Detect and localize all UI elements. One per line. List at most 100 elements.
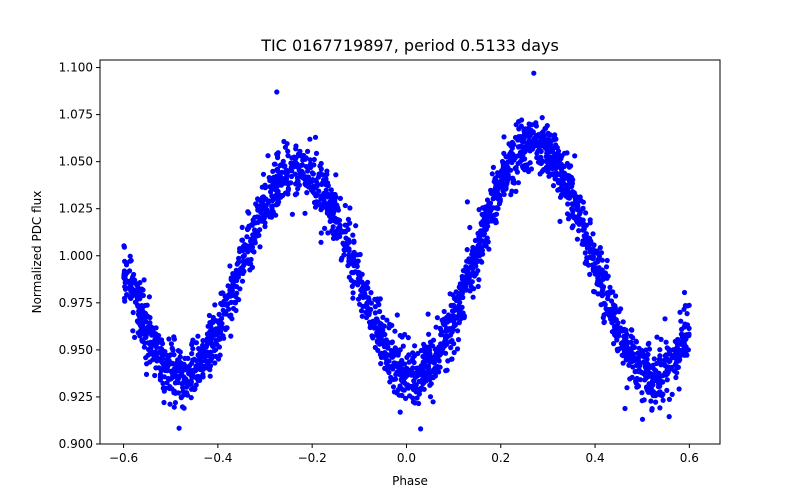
data-point	[658, 362, 664, 368]
data-point	[312, 204, 319, 210]
data-point	[333, 194, 339, 200]
data-point	[219, 315, 225, 321]
data-point	[461, 315, 467, 321]
data-point	[651, 356, 657, 362]
data-point	[565, 187, 571, 193]
data-point	[292, 158, 298, 165]
data-point	[391, 389, 397, 395]
data-point	[538, 148, 544, 154]
data-point	[624, 385, 630, 391]
data-point	[570, 177, 576, 183]
data-point	[206, 358, 212, 364]
data-point	[496, 197, 502, 203]
data-point	[570, 189, 576, 195]
data-point	[132, 334, 138, 340]
data-point	[258, 215, 264, 221]
x-tick-label: −0.6	[109, 451, 138, 465]
data-point	[466, 256, 472, 262]
data-point	[473, 246, 479, 252]
data-point	[432, 365, 438, 371]
data-point	[254, 233, 260, 239]
data-point	[459, 288, 465, 294]
data-point	[654, 334, 660, 340]
data-point	[345, 226, 351, 233]
data-point	[188, 368, 194, 374]
data-point	[307, 136, 313, 142]
data-point	[531, 70, 537, 76]
data-point	[135, 281, 141, 287]
data-point	[643, 375, 649, 381]
data-point	[590, 246, 596, 252]
data-point	[524, 165, 530, 171]
data-point	[345, 216, 351, 222]
data-point	[443, 328, 449, 334]
data-point	[444, 367, 450, 373]
data-point	[123, 262, 130, 268]
data-point	[557, 218, 563, 224]
data-point	[611, 341, 617, 347]
data-point	[177, 354, 183, 360]
data-point	[407, 393, 413, 399]
data-point	[175, 390, 181, 396]
data-point	[354, 252, 360, 258]
data-point	[323, 187, 329, 193]
data-point	[330, 224, 336, 230]
data-point	[228, 299, 234, 305]
data-point	[625, 353, 631, 359]
data-point	[200, 374, 206, 380]
data-point	[127, 294, 133, 300]
data-point	[252, 214, 258, 220]
data-point	[284, 172, 290, 179]
data-point	[580, 205, 586, 211]
data-point	[241, 252, 247, 259]
data-point	[288, 160, 294, 166]
data-point	[541, 167, 547, 173]
data-point	[322, 225, 328, 231]
data-point	[388, 348, 395, 354]
data-point	[534, 155, 540, 161]
data-point	[243, 246, 249, 252]
data-point	[555, 158, 562, 165]
data-point	[188, 395, 194, 401]
data-point	[467, 280, 473, 286]
data-point	[599, 293, 605, 299]
data-point	[148, 348, 154, 354]
data-point	[127, 253, 133, 259]
data-point	[217, 352, 223, 358]
data-point	[587, 235, 593, 241]
data-point	[374, 316, 380, 322]
data-point	[419, 386, 425, 392]
data-point	[628, 333, 634, 339]
data-point	[251, 219, 257, 225]
data-point	[602, 270, 609, 276]
data-point	[392, 328, 398, 334]
data-point	[342, 202, 348, 209]
data-point	[603, 264, 610, 270]
data-point	[597, 245, 603, 251]
data-point	[495, 184, 501, 191]
data-point	[449, 313, 455, 319]
x-tick-label: 0.4	[586, 451, 605, 465]
data-point	[550, 171, 556, 177]
data-point	[274, 151, 280, 157]
data-point	[145, 340, 151, 346]
data-point	[157, 374, 163, 380]
data-point	[501, 134, 507, 140]
data-point	[380, 314, 386, 320]
data-point	[604, 257, 610, 264]
data-point	[191, 386, 197, 393]
data-point	[259, 184, 265, 190]
data-point	[271, 161, 277, 167]
data-point	[351, 257, 357, 263]
data-point	[270, 168, 276, 174]
data-point	[281, 138, 287, 145]
data-point	[400, 379, 406, 385]
x-tick-label: −0.4	[203, 451, 232, 465]
data-point	[216, 344, 222, 350]
data-point	[327, 213, 333, 219]
data-point	[655, 370, 661, 376]
data-point	[682, 352, 688, 358]
data-point	[223, 309, 229, 315]
data-point	[591, 288, 597, 295]
data-point	[378, 329, 384, 335]
